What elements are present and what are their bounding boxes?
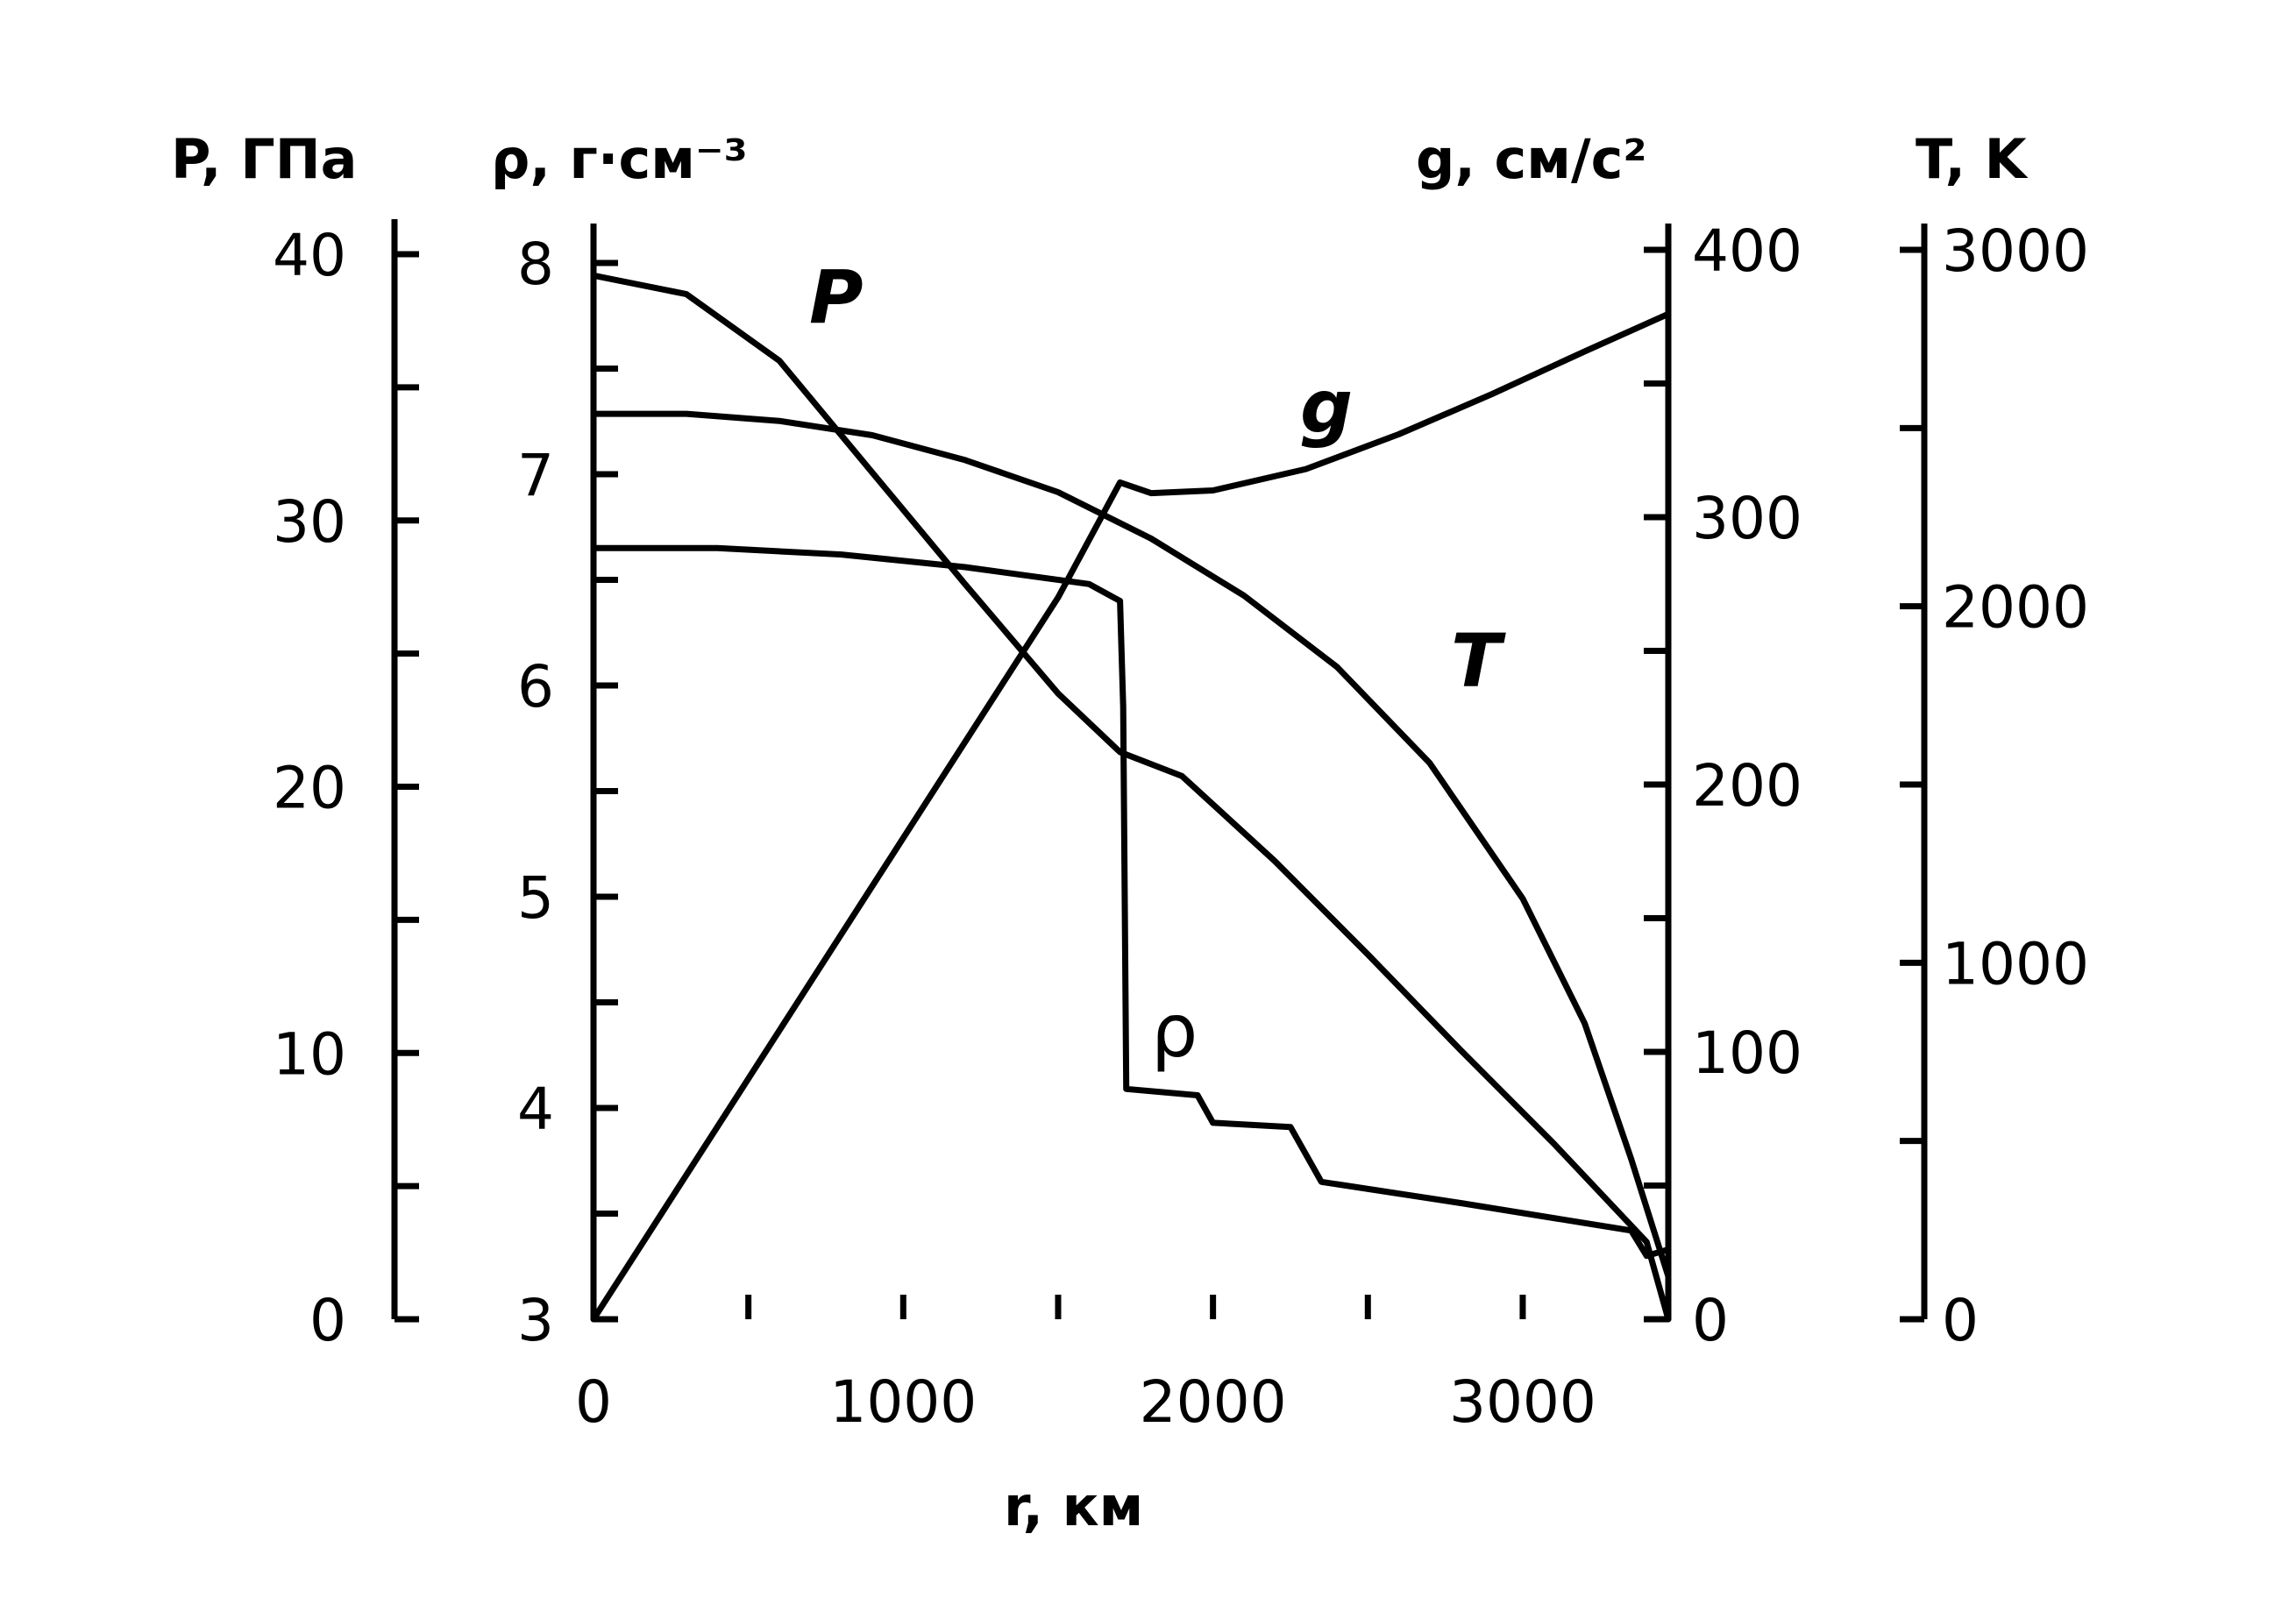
tick-label-g: 400 bbox=[1692, 217, 1802, 285]
axis-title-x: r, км bbox=[1004, 1474, 1143, 1538]
axis-g: 0 100 200 300 400 bbox=[1644, 217, 1802, 1354]
tick-label-rho: 7 bbox=[517, 442, 554, 509]
tick-label-t: 2000 bbox=[1942, 574, 2089, 642]
tick-label-p: 40 bbox=[273, 222, 346, 289]
tick-label-p: 30 bbox=[273, 488, 346, 556]
tick-label-g: 300 bbox=[1692, 485, 1802, 552]
tick-label-x: 0 bbox=[575, 1368, 612, 1436]
axis-t: 0 1000 2000 3000 bbox=[1900, 217, 2089, 1354]
tick-label-g: 200 bbox=[1692, 752, 1802, 820]
axis-rho: 3 4 5 6 7 8 bbox=[517, 224, 618, 1354]
axis-title-t: T, K bbox=[1916, 127, 2029, 191]
series-line-t bbox=[590, 410, 1672, 1280]
axis-title-p: P, ГПа bbox=[171, 127, 357, 191]
tick-label-rho: 6 bbox=[517, 653, 554, 721]
axis-title-rho: ρ, г·см⁻³ bbox=[491, 127, 748, 191]
series-label-p: P bbox=[809, 254, 864, 340]
tick-label-g: 0 bbox=[1692, 1287, 1729, 1354]
tick-label-t: 0 bbox=[1942, 1287, 1979, 1354]
tick-label-t: 1000 bbox=[1942, 930, 2089, 998]
tick-label-x: 3000 bbox=[1449, 1368, 1596, 1436]
tick-label-x: 1000 bbox=[829, 1368, 977, 1436]
tick-label-rho: 4 bbox=[517, 1076, 554, 1143]
series-line-rho bbox=[590, 544, 1672, 1260]
axis-x: 0 1000 2000 3000 bbox=[575, 1295, 1596, 1436]
series-label-rho: ρ bbox=[1151, 988, 1198, 1074]
tick-label-t: 3000 bbox=[1942, 217, 2089, 285]
tick-label-p: 0 bbox=[309, 1287, 346, 1354]
series-label-t: T bbox=[1451, 618, 1506, 704]
series-line-g bbox=[590, 310, 1672, 1323]
series-line-p bbox=[590, 272, 1672, 1323]
tick-label-p: 10 bbox=[273, 1020, 346, 1088]
tick-label-rho: 8 bbox=[517, 231, 554, 298]
tick-label-rho: 5 bbox=[517, 864, 554, 932]
tick-label-rho: 3 bbox=[517, 1287, 554, 1354]
tick-label-p: 20 bbox=[273, 755, 346, 822]
series-label-g: g bbox=[1300, 364, 1353, 450]
tick-label-g: 100 bbox=[1692, 1019, 1802, 1087]
axis-p: 0 10 20 30 40 bbox=[273, 219, 419, 1354]
series-group bbox=[590, 272, 1672, 1323]
axis-title-g: g, см/с² bbox=[1416, 127, 1647, 191]
tick-label-x: 2000 bbox=[1140, 1368, 1287, 1436]
